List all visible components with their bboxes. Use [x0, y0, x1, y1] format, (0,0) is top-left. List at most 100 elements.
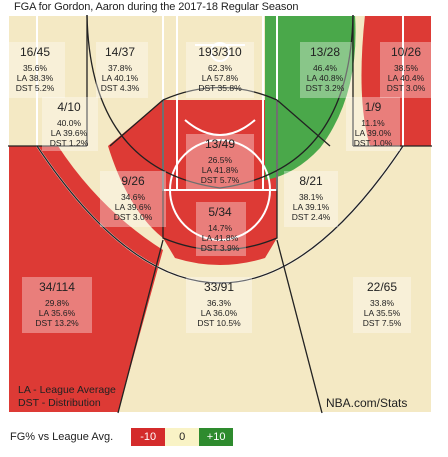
zone-league-average: LA 40.4% — [388, 73, 425, 83]
zone-fgm-fga: 9/26 — [121, 174, 145, 188]
zone-label-box — [9, 42, 65, 98]
zone-label-center-top: 193/310 62.3%LA 57.8%DST 35.8% — [186, 42, 254, 98]
zone-label-right-short-baseline: 1/9 11.1%LA 39.0%DST 1.0% — [346, 97, 400, 151]
zone-league-average: LA 35.5% — [364, 308, 401, 318]
zone-distribution: DST 3.0% — [114, 212, 153, 222]
zone-fg-pct: 62.3% — [208, 63, 233, 73]
zone-label-left-wing-three: 34/114 29.8%LA 35.6%DST 13.2% — [22, 277, 92, 333]
zone-fg-pct: 14.7% — [208, 223, 233, 233]
zone-distribution: DST 5.7% — [201, 175, 240, 185]
zone-distribution: DST 3.2% — [306, 83, 345, 93]
zone-league-average: LA 38.3% — [17, 73, 54, 83]
zone-label-box — [42, 97, 98, 151]
zone-label-right-wing-three: 22/65 33.8%LA 35.5%DST 7.5% — [353, 277, 411, 333]
zone-fgm-fga: 1/9 — [365, 100, 382, 114]
zone-label-left-elbow: 9/26 34.6%LA 39.6%DST 3.0% — [100, 171, 166, 227]
zone-label-box — [346, 97, 400, 151]
zone-label-box — [196, 202, 246, 256]
zone-label-box — [380, 42, 432, 98]
zone-label-center-three: 33/91 36.3%LA 36.0%DST 10.5% — [186, 277, 252, 333]
zone-league-average: LA 40.8% — [307, 73, 344, 83]
zone-label-left-corner-three: 16/45 35.6%LA 38.3%DST 5.2% — [9, 42, 65, 98]
zone-label-right-corner-three: 10/26 38.5%LA 40.4%DST 3.0% — [380, 42, 432, 98]
zone-fg-pct: 11.1% — [361, 118, 385, 128]
zone-fgm-fga: 10/26 — [391, 45, 421, 59]
zone-fill-top-key — [163, 238, 277, 265]
zone-fgm-fga: 22/65 — [367, 280, 397, 294]
zone-label-box — [96, 42, 148, 98]
zone-fg-pct: 29.8% — [45, 298, 70, 308]
zone-distribution: DST 35.8% — [198, 83, 242, 93]
zone-label-box — [186, 42, 254, 98]
zone-distribution: DST 3.0% — [387, 83, 426, 93]
zone-distribution: DST 1.0% — [354, 138, 393, 148]
zone-league-average: LA 41.8% — [202, 233, 239, 243]
zone-fgm-fga: 8/21 — [299, 174, 323, 188]
league-average-note: LA - League Average — [18, 384, 116, 396]
zone-distribution: DST 4.3% — [101, 83, 140, 93]
zone-fill-right-baseline-two — [265, 15, 356, 180]
zone-distribution: DST 1.2% — [50, 138, 89, 148]
zone-fill-left-wing-three — [8, 146, 163, 413]
zone-league-average: LA 41.8% — [202, 165, 239, 175]
legend-label: FG% vs League Avg. — [10, 431, 114, 443]
zone-league-average: LA 40.1% — [102, 73, 139, 83]
zone-fg-pct: 26.5% — [208, 155, 233, 165]
zone-label-box — [284, 171, 338, 227]
zone-fgm-fga: 5/34 — [208, 205, 232, 219]
distribution-note: DST - Distribution — [18, 397, 101, 409]
zone-distribution: DST 13.2% — [35, 318, 79, 328]
zone-league-average: LA 39.0% — [355, 128, 392, 138]
zone-label-box — [22, 277, 92, 333]
zone-fg-pct: 38.5% — [394, 63, 419, 73]
zone-label-right-baseline-two: 13/28 46.4%LA 40.8%DST 3.2% — [300, 42, 352, 98]
zone-distribution: DST 10.5% — [197, 318, 241, 328]
zone-league-average: LA 39.6% — [115, 202, 152, 212]
zone-label-left-baseline-two: 14/37 37.8%LA 40.1%DST 4.3% — [96, 42, 148, 98]
zone-fgm-fga: 4/10 — [57, 100, 81, 114]
zone-fill-right-short-baseline — [361, 15, 432, 146]
zone-league-average: LA 36.0% — [201, 308, 238, 318]
nba-stats-brand: NBA.com/Stats — [326, 396, 408, 410]
zone-fgm-fga: 16/45 — [20, 45, 50, 59]
zone-fgm-fga: 34/114 — [39, 280, 75, 294]
zone-fill-paint — [163, 100, 277, 250]
zone-fg-pct: 38.1% — [299, 192, 324, 202]
zone-fg-pct: 40.0% — [57, 118, 82, 128]
zone-fg-pct: 35.6% — [23, 63, 48, 73]
zone-label-box — [100, 171, 166, 227]
zone-fgm-fga: 13/49 — [205, 137, 235, 151]
zone-fg-pct: 37.8% — [108, 63, 133, 73]
zone-fgm-fga: 13/28 — [310, 45, 340, 59]
zone-distribution: DST 7.5% — [363, 318, 402, 328]
zone-distribution: DST 2.4% — [292, 212, 331, 222]
zone-label-box — [300, 42, 352, 98]
zone-distribution: DST 5.2% — [16, 83, 55, 93]
zone-league-average: LA 35.6% — [39, 308, 76, 318]
chart-title: FGA for Gordon, Aaron during the 2017-18… — [14, 1, 299, 13]
zone-label-left-short-baseline: 4/10 40.0%LA 39.6%DST 1.2% — [42, 97, 98, 151]
legend-low-swatch: -10 — [131, 428, 166, 446]
zone-fg-pct: 36.3% — [207, 298, 232, 308]
zone-league-average: LA 39.1% — [293, 202, 330, 212]
zone-lines — [8, 14, 432, 414]
zone-fg-pct: 33.8% — [370, 298, 395, 308]
zone-fgm-fga: 33/91 — [204, 280, 234, 294]
legend-mid-swatch: 0 — [165, 428, 200, 446]
zone-label-box — [353, 277, 411, 333]
zone-league-average: LA 57.8% — [202, 73, 239, 83]
zone-label-paint-non-ra: 13/49 26.5%LA 41.8%DST 5.7% — [186, 134, 254, 190]
zone-label-box — [186, 134, 254, 190]
zone-fg-pct: 46.4% — [313, 63, 338, 73]
zone-label-right-elbow: 8/21 38.1%LA 39.1%DST 2.4% — [284, 171, 338, 227]
legend: FG% vs League Avg. -10 0 +10 — [10, 428, 234, 446]
zone-label-top-key: 5/34 14.7%LA 41.8%DST 3.9% — [196, 202, 246, 256]
zone-fgm-fga: 14/37 — [105, 45, 135, 59]
zone-fgm-fga: 193/310 — [198, 45, 242, 59]
zone-fill-left-elbow-red — [108, 100, 163, 238]
zone-label-box — [186, 277, 252, 333]
zone-league-average: LA 39.6% — [51, 128, 88, 138]
legend-high-swatch: +10 — [199, 428, 234, 446]
